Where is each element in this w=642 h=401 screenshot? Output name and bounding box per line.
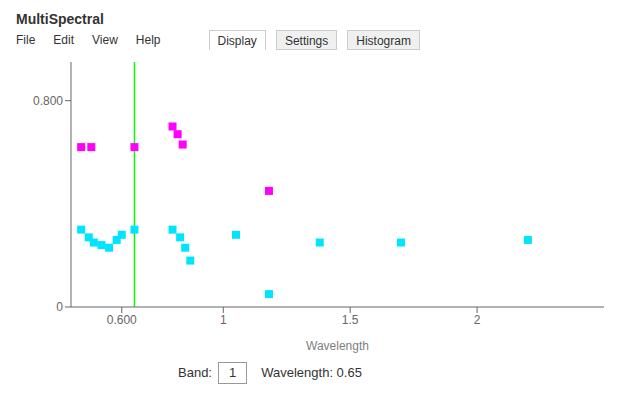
svg-text:2: 2 (474, 313, 481, 327)
html-text:Edit: Edit (53, 33, 74, 47)
html-text:MultiSpectral: MultiSpectral (16, 11, 104, 27)
html-text:1: 1 (229, 365, 237, 380)
html-text:Band:: Band: (178, 365, 212, 380)
svg-text:0: 0 (56, 300, 63, 314)
html-text:Histogram: Histogram (356, 34, 411, 48)
svg-text:1.5: 1.5 (342, 313, 359, 327)
html-text:Settings: Settings (284, 34, 329, 48)
html-text:Help: Help (135, 33, 161, 47)
svg-text:Wavelength: Wavelength (306, 339, 369, 353)
html-text:Display: Display (217, 34, 257, 48)
html-text:Wavelength: 0.65: Wavelength: 0.65 (261, 365, 362, 380)
html-text:View: View (92, 33, 118, 47)
svg-text:1: 1 (220, 313, 227, 327)
svg-text:0.800: 0.800 (33, 94, 63, 108)
html-text:File: File (16, 33, 36, 47)
svg-text:0.600: 0.600 (107, 313, 137, 327)
